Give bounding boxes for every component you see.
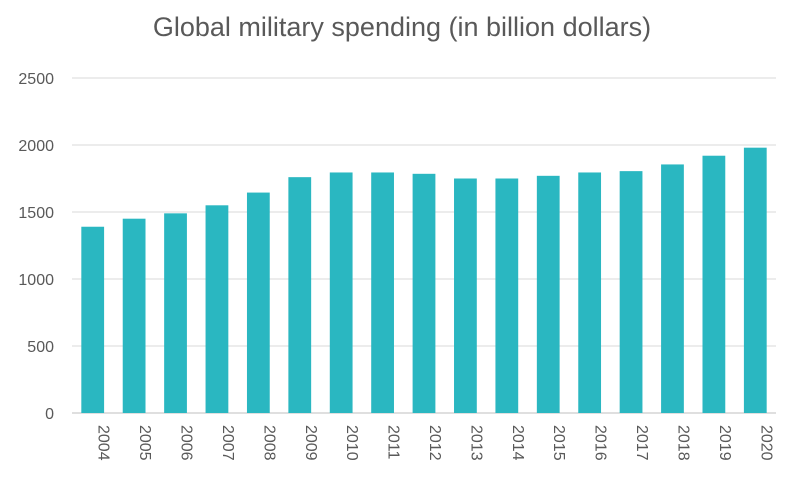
y-tick-label: 2000 [18, 138, 54, 155]
x-tick-label: 2009 [302, 425, 319, 461]
bar-2006 [164, 213, 187, 413]
x-tick-label: 2016 [592, 425, 609, 461]
x-tick-label: 2020 [757, 425, 774, 461]
bar-2005 [122, 218, 146, 413]
x-axis-ticks: 2004 2005 2006 2007 2008 2009 2010 2011 2012 2013… [95, 425, 775, 461]
bar-2007 [205, 205, 229, 413]
x-tick-label: 2015 [550, 425, 567, 461]
bars [81, 147, 767, 413]
chart-title: Global military spending (in billion dol… [152, 12, 652, 42]
x-tick-label: 2006 [178, 425, 195, 461]
x-tick-label: 2004 [95, 425, 112, 461]
x-tick-label: 2005 [136, 425, 153, 461]
y-tick-label: 2500 [18, 71, 54, 88]
x-tick-label: 2019 [716, 425, 733, 461]
x-tick-label: 2013 [467, 425, 484, 461]
bar-2009 [288, 177, 312, 413]
x-tick-label: 2017 [633, 425, 650, 461]
bar-2013 [454, 178, 477, 413]
y-tick-label: 1000 [18, 272, 54, 289]
y-tick-label: 500 [27, 339, 54, 356]
y-tick-label: 1500 [18, 205, 54, 222]
bar-2010 [329, 172, 353, 413]
x-tick-label: 2008 [260, 425, 277, 461]
x-tick-label: 2014 [509, 425, 526, 461]
bar-2017 [619, 171, 643, 413]
x-tick-label: 2012 [426, 425, 443, 461]
bar-2018 [661, 164, 684, 413]
bar-2008 [246, 192, 270, 413]
bar-2012 [412, 173, 436, 413]
x-tick-label: 2011 [385, 425, 402, 460]
x-tick-label: 2007 [219, 425, 236, 461]
bar-2014 [495, 178, 519, 413]
x-tick-label: 2018 [674, 425, 691, 461]
bar-2011 [371, 172, 394, 413]
bar-2020 [743, 147, 767, 413]
y-tick-label: 0 [45, 406, 54, 423]
y-axis-ticks: 0 500 1000 1500 2000 2500 [18, 71, 54, 423]
bar-2004 [81, 226, 105, 413]
bar-2019 [702, 155, 726, 413]
bar-2015 [536, 175, 560, 413]
bar-2016 [578, 172, 602, 413]
x-tick-label: 2010 [343, 425, 360, 461]
